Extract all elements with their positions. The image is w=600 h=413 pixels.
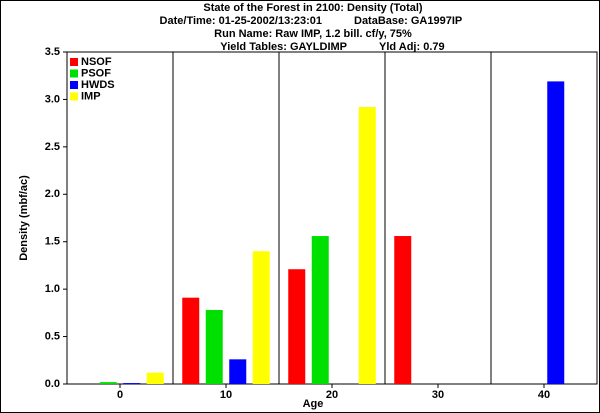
y-tick-label: 2.5: [45, 141, 60, 153]
x-tick-label: 10: [220, 389, 232, 401]
y-tick-label: 1.5: [45, 236, 60, 248]
y-tick-label: 1.0: [45, 283, 60, 295]
bar: [394, 236, 412, 384]
legend-swatch: [70, 69, 78, 78]
legend-swatch: [70, 81, 78, 89]
legend-swatch: [70, 58, 78, 66]
x-tick-label: 20: [326, 389, 338, 401]
bar: [182, 297, 200, 384]
subtitle: Date/Time: 01-25-2002/13:23:01: [160, 15, 322, 27]
legend-label: HWDS: [81, 79, 115, 91]
x-tick-label: 30: [432, 389, 444, 401]
y-tick-label: 3.5: [45, 46, 60, 58]
subtitle: Yld Adj: 0.79: [379, 41, 445, 53]
bar: [99, 382, 117, 384]
bar: [252, 251, 270, 384]
subtitle: DataBase: GA1997IP: [354, 15, 462, 27]
bar: [547, 81, 565, 385]
bar: [123, 383, 141, 384]
bar: [358, 107, 376, 384]
y-tick-label: 2.0: [45, 188, 60, 200]
legend-label: IMP: [81, 90, 101, 102]
legend-swatch: [70, 92, 78, 101]
y-axis-label: Density (mbf/ac): [18, 175, 30, 261]
x-tick-label: 40: [538, 389, 550, 401]
bar: [146, 372, 164, 384]
bar: [311, 236, 329, 384]
legend-label: PSOF: [81, 67, 111, 79]
subtitle: Run Name: Raw IMP, 1.2 bill. cf/y, 75%: [214, 28, 412, 40]
bar: [288, 269, 306, 384]
x-axis-label: Age: [303, 398, 324, 410]
x-tick-label: 0: [117, 389, 123, 401]
y-tick-label: 0.5: [45, 330, 60, 342]
y-tick-label: 0.0: [45, 378, 60, 390]
legend-label: NSOF: [81, 56, 112, 68]
subtitle: Yield Tables: GAYLDIMP: [220, 41, 347, 53]
chart-title: State of the Forest in 2100: Density (To…: [203, 2, 423, 14]
bar: [205, 310, 223, 384]
y-tick-label: 3.0: [45, 93, 60, 105]
bar: [229, 359, 247, 384]
